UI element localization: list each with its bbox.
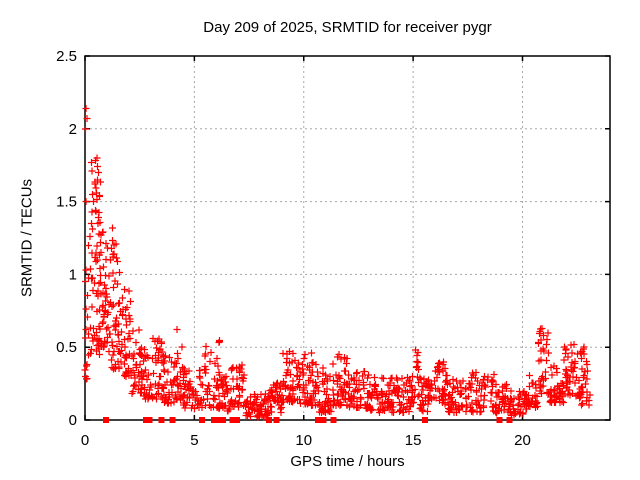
x-tick-label: 0 xyxy=(81,432,89,449)
y-tick-label: 1.5 xyxy=(56,194,77,211)
y-tick-label: 0.5 xyxy=(56,339,77,356)
zero-flag-square-markers xyxy=(103,417,513,423)
x-tick-label: 5 xyxy=(190,432,198,449)
data-points-plus-markers xyxy=(81,105,594,421)
y-tick-label: 0 xyxy=(69,412,77,429)
plot-border xyxy=(84,55,611,421)
x-tick-label: 20 xyxy=(514,432,531,449)
x-axis-label: GPS time / hours xyxy=(290,453,405,470)
y-tick-label: 1 xyxy=(69,266,77,283)
x-tick-label: 15 xyxy=(405,432,422,449)
y-tick-label: 2 xyxy=(69,121,77,138)
x-tick-label: 10 xyxy=(295,432,312,449)
y-tick-label: 2.5 xyxy=(56,48,77,65)
axis-ticks xyxy=(84,55,610,421)
chart-title: Day 209 of 2025, SRMTID for receiver pyg… xyxy=(203,19,492,36)
